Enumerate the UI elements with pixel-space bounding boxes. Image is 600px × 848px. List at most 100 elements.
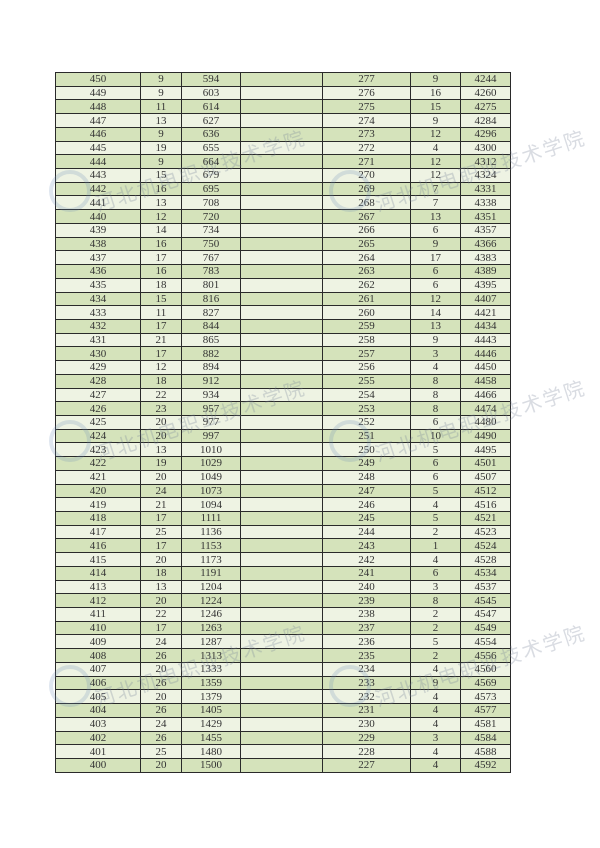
score-cell: 449 [55,85,141,101]
score-distribution-table: 450 9 594 277 9 4244 449 9 603 276 16 4260 448 11 614 2… [55,72,511,773]
score-cell: 234 [322,661,411,677]
cumulative-cell: 4523 [460,524,511,540]
table-row: 413 13 1204 240 3 4537 [55,579,511,595]
score-cell: 243 [322,538,411,554]
count-cell: 12 [410,126,461,142]
score-cell: 414 [55,565,141,581]
cumulative-cell: 664 [181,154,241,170]
count-cell: 20 [140,661,182,677]
count-cell: 8 [410,401,461,416]
score-cell: 434 [55,291,141,307]
cumulative-cell: 4383 [460,250,511,266]
blank-cell [240,428,323,444]
table-row: 419 21 1094 246 4 4516 [55,497,511,512]
cumulative-cell: 801 [181,277,241,293]
blank-cell [240,360,323,375]
score-cell: 265 [322,236,411,252]
count-cell: 2 [410,607,461,622]
table-row: 440 12 720 267 13 4351 [55,209,511,224]
blank-cell [240,579,323,595]
blank-cell [240,675,323,691]
score-cell: 237 [322,620,411,636]
count-cell: 19 [140,456,182,471]
count-cell: 6 [410,469,461,485]
score-cell: 403 [55,716,141,732]
count-cell: 11 [140,305,182,320]
score-cell: 241 [322,565,411,581]
table-row: 446 9 636 273 12 4296 [55,126,511,142]
score-cell: 251 [322,428,411,444]
blank-cell [240,414,323,430]
score-cell: 275 [322,99,411,115]
count-cell: 18 [140,373,182,389]
cumulative-cell: 4512 [460,483,511,499]
table-row: 422 19 1029 249 6 4501 [55,456,511,471]
cumulative-cell: 4296 [460,126,511,142]
score-cell: 242 [322,552,411,567]
blank-cell [240,648,323,663]
table-row: 418 17 1111 245 5 4521 [55,511,511,526]
count-cell: 6 [410,277,461,293]
count-cell: 13 [140,442,182,458]
cumulative-cell: 4338 [460,195,511,211]
score-cell: 417 [55,524,141,540]
cumulative-cell: 4560 [460,661,511,677]
blank-cell [240,456,323,471]
score-cell: 441 [55,195,141,211]
count-cell: 5 [410,511,461,526]
cumulative-cell: 4331 [460,181,511,197]
count-cell: 7 [410,195,461,211]
count-cell: 13 [140,113,182,128]
score-cell: 250 [322,442,411,458]
score-cell: 230 [322,716,411,732]
score-cell: 431 [55,332,141,348]
blank-cell [240,99,323,115]
count-cell: 16 [140,264,182,279]
table-row: 427 22 934 254 8 4466 [55,387,511,403]
cumulative-cell: 4507 [460,469,511,485]
cumulative-cell: 1246 [181,607,241,622]
table-row: 432 17 844 259 13 4434 [55,318,511,334]
count-cell: 8 [410,387,461,403]
score-cell: 235 [322,648,411,663]
table-row: 400 20 1500 227 4 4592 [55,757,511,773]
table-row: 433 11 827 260 14 4421 [55,305,511,320]
blank-cell [240,154,323,170]
count-cell: 13 [140,195,182,211]
blank-cell [240,689,323,705]
cumulative-cell: 816 [181,291,241,307]
score-cell: 261 [322,291,411,307]
count-cell: 9 [410,332,461,348]
score-cell: 408 [55,648,141,663]
cumulative-cell: 1224 [181,593,241,609]
cumulative-cell: 4466 [460,387,511,403]
cumulative-cell: 594 [181,72,241,87]
count-cell: 4 [410,703,461,718]
cumulative-cell: 4537 [460,579,511,595]
cumulative-cell: 4545 [460,593,511,609]
score-cell: 264 [322,250,411,266]
count-cell: 20 [140,552,182,567]
count-cell: 26 [140,703,182,718]
count-cell: 3 [410,730,461,746]
cumulative-cell: 827 [181,305,241,320]
blank-cell [240,524,323,540]
score-cell: 437 [55,250,141,266]
score-cell: 267 [322,209,411,224]
blank-cell [240,730,323,746]
cumulative-cell: 4573 [460,689,511,705]
cumulative-cell: 4244 [460,72,511,87]
score-cell: 253 [322,401,411,416]
count-cell: 9 [140,126,182,142]
count-cell: 23 [140,401,182,416]
blank-cell [240,552,323,567]
score-cell: 423 [55,442,141,458]
table-row: 439 14 734 266 6 4357 [55,222,511,238]
score-cell: 256 [322,360,411,375]
cumulative-cell: 1173 [181,552,241,567]
table-row: 436 16 783 263 6 4389 [55,264,511,279]
score-cell: 442 [55,181,141,197]
count-cell: 15 [140,291,182,307]
table-row: 445 19 655 272 4 4300 [55,140,511,156]
count-cell: 17 [140,511,182,526]
